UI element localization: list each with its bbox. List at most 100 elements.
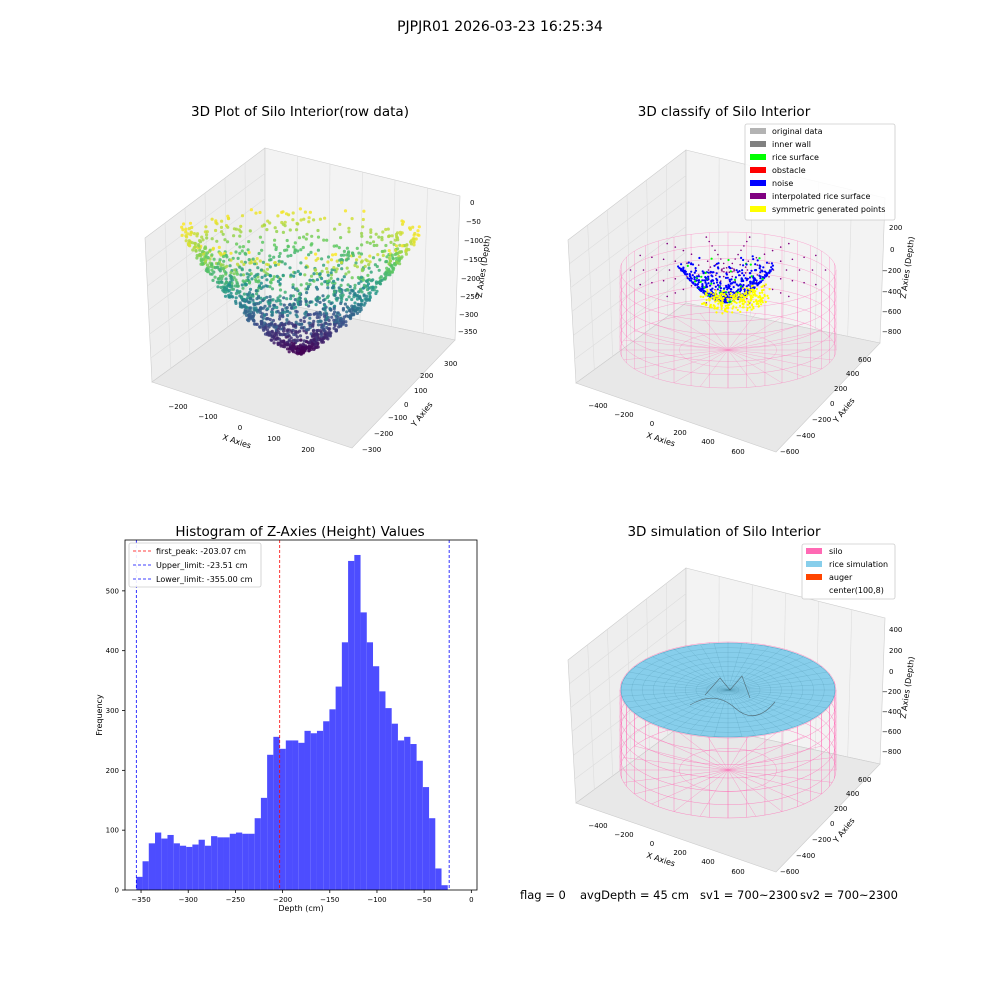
legend-label-inner-wall: inner wall xyxy=(772,140,811,149)
histogram-bar xyxy=(192,844,199,890)
panel2-z-ticks: 200 0 −200 −400 −600 −800 xyxy=(882,224,902,336)
panel1-ztick: −100 xyxy=(464,237,483,245)
panel4-ytick: 0 xyxy=(830,820,834,828)
histogram-bar xyxy=(142,861,149,890)
panel4-ztick: 200 xyxy=(889,647,902,655)
histogram-bar xyxy=(304,730,311,890)
panel1-z-ticks: 0 −50 −100 −150 −200 −250 −300 −350 xyxy=(458,199,483,336)
panel2-ztick: −800 xyxy=(882,328,901,336)
panel4-ztick: 0 xyxy=(889,668,893,676)
panel1-ztick: −50 xyxy=(466,218,481,226)
panel4-legend: silo rice simulation auger center(100,8) xyxy=(801,543,896,600)
legend-swatch-symmetric xyxy=(750,206,766,212)
histogram-bar xyxy=(441,885,448,890)
panel-classify-3d: 3D classify of Silo Interior original da… xyxy=(567,104,916,456)
panel2-y-ticks: −600 −400 −200 0 200 400 600 xyxy=(780,356,871,456)
panel1-ytick: −100 xyxy=(388,414,407,422)
histogram-bar xyxy=(397,740,405,890)
panel4-title: 3D simulation of Silo Interior xyxy=(627,524,821,540)
panel2-ytick: −200 xyxy=(812,416,831,424)
panel4-y-ticks: −600 −400 −200 0 200 400 600 xyxy=(780,776,871,876)
legend-label-interpolated: interpolated rice surface xyxy=(772,192,870,201)
panel4-ylabel: Y Axies xyxy=(831,816,857,845)
histogram-bar xyxy=(354,554,361,890)
panel1-ztick: −200 xyxy=(461,275,480,283)
legend-label-silo: silo xyxy=(829,547,843,556)
status-sv1: sv1 = 700~2300 xyxy=(700,888,798,902)
legend-label-obstacle: obstacle xyxy=(772,166,806,175)
histogram-bar xyxy=(173,843,180,890)
panel2-ytick: 200 xyxy=(834,385,847,393)
panel2-ztick: −400 xyxy=(882,288,901,296)
histogram-xtick-label: −50 xyxy=(417,896,432,904)
histogram-bar xyxy=(341,642,349,890)
histogram-bar xyxy=(248,833,255,890)
panel2-xtick: 200 xyxy=(673,429,686,437)
histogram-bar xyxy=(298,742,305,890)
panel1-y-ticks: −300 −200 −100 0 100 200 300 xyxy=(362,360,457,454)
histogram-bar xyxy=(292,740,299,890)
legend-upper-limit: Upper_limit: -23.51 cm xyxy=(156,561,248,570)
histogram-bar xyxy=(204,845,212,890)
panel1-ztick: 0 xyxy=(470,199,474,207)
panel3-title: Histogram of Z-Axies (Height) Values xyxy=(175,524,424,540)
histogram-ytick-label: 300 xyxy=(106,707,119,715)
histogram-bar xyxy=(373,666,380,890)
panel2-xtick: 600 xyxy=(731,448,744,456)
histogram-bars xyxy=(136,554,448,890)
panel1-ytick: 200 xyxy=(420,372,433,380)
histogram-bar xyxy=(404,736,411,890)
histogram-bar xyxy=(360,612,367,890)
legend-first-peak: first_peak: -203.07 cm xyxy=(156,547,246,556)
panel-simulation-3d: 3D simulation of Silo Interior silo rice… xyxy=(567,524,916,876)
panel2-legend: original data inner wall rice surface ob… xyxy=(744,123,896,221)
panel1-ztick: −300 xyxy=(459,311,478,319)
histogram-x-axis: −350 −300 −250 −200 −150 −100 −50 0 xyxy=(131,890,474,904)
panel2-ztick: −200 xyxy=(882,267,901,275)
panel4-ztick: −400 xyxy=(882,708,901,716)
histogram-bar xyxy=(348,560,355,890)
panel2-xlabel: X Axies xyxy=(645,431,676,449)
panel1-ztick: −150 xyxy=(463,256,482,264)
panel4-xtick: 600 xyxy=(731,868,744,876)
panel-raw-3d: 3D Plot of Silo Interior(row data) −200 … xyxy=(144,104,492,454)
status-sv2: sv2 = 700~2300 xyxy=(800,888,898,902)
histogram-bar xyxy=(254,818,261,890)
histogram-bar xyxy=(273,736,280,890)
panel2-classified-points xyxy=(629,236,827,315)
histogram-bar xyxy=(335,686,342,890)
panel4-z-ticks: 400 200 0 −200 −400 −600 −800 xyxy=(882,626,902,756)
panel2-title: 3D classify of Silo Interior xyxy=(638,104,811,120)
panel1-x-ticks: −200 −100 0 100 200 xyxy=(168,403,314,454)
histogram-xtick-label: −300 xyxy=(179,896,198,904)
panel1-title: 3D Plot of Silo Interior(row data) xyxy=(191,104,409,120)
panel1-ytick: −200 xyxy=(374,430,393,438)
legend-label-rice-simulation: rice simulation xyxy=(829,560,888,569)
histogram-bar xyxy=(211,836,218,890)
histogram-bar xyxy=(235,832,243,890)
histogram-bar xyxy=(285,740,293,890)
panel4-xtick: 0 xyxy=(650,840,654,848)
histogram-bar xyxy=(422,787,430,890)
histogram-bar xyxy=(223,837,230,890)
panel2-ztick: 0 xyxy=(890,246,894,254)
panel4-ztick: −200 xyxy=(882,688,901,696)
panel1-ztick: −350 xyxy=(458,328,477,336)
histogram-bar xyxy=(148,843,156,890)
status-avg-depth: avgDepth = 45 cm xyxy=(580,888,689,902)
histogram-bar xyxy=(136,876,143,890)
legend-label-original-data: original data xyxy=(772,127,823,136)
status-line: flag = 0 avgDepth = 45 cm sv1 = 700~2300 sv… xyxy=(520,888,898,902)
panel1-point-cloud xyxy=(180,207,421,356)
panel4-ztick: 400 xyxy=(889,626,902,634)
histogram-xtick-label: −150 xyxy=(320,896,339,904)
legend-label-auger: auger xyxy=(829,573,853,582)
legend-label-rice-surface: rice surface xyxy=(772,153,819,162)
panel4-ytick: −200 xyxy=(812,836,831,844)
histogram-bar xyxy=(155,832,162,890)
histogram-xtick-label: −250 xyxy=(226,896,245,904)
histogram-bar xyxy=(310,733,317,890)
histogram-bar xyxy=(260,797,268,890)
legend-swatch-silo xyxy=(806,548,822,554)
panel1-axes-box xyxy=(144,147,461,449)
